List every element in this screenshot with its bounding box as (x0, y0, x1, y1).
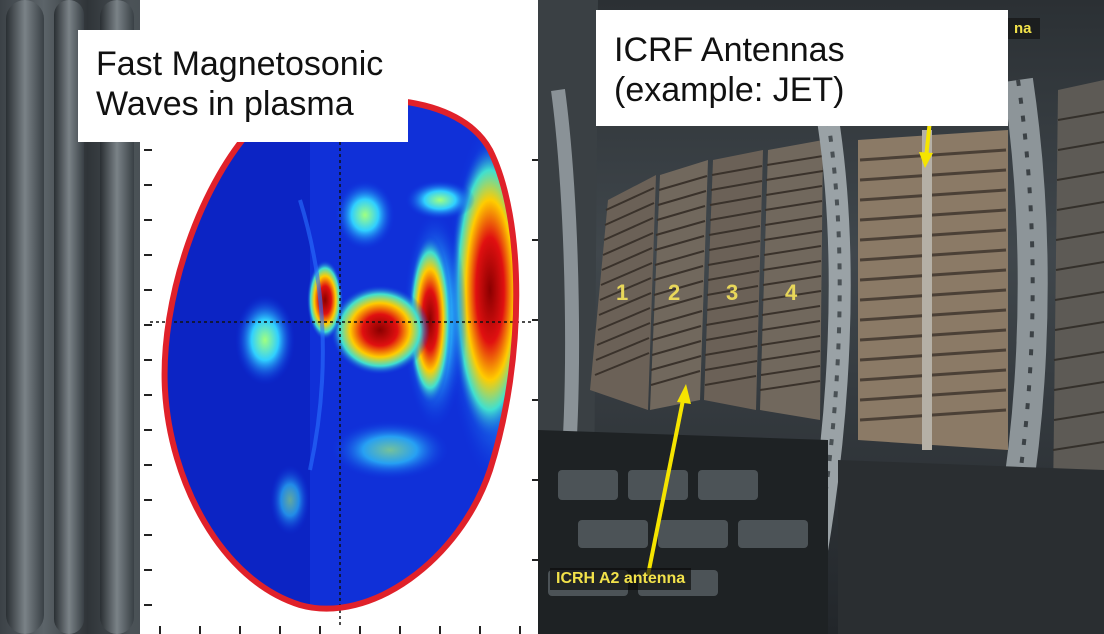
antenna-strap-4 (759, 140, 824, 420)
antenna-strap-2 (650, 160, 708, 410)
antenna-number-3: 3 (726, 280, 739, 305)
antenna-number-4: 4 (785, 280, 798, 305)
corner-pointer-arrow (919, 119, 933, 168)
left-title-box: Fast Magnetosonic Waves in plasma (78, 30, 408, 142)
corner-antenna-label: na (1006, 18, 1040, 39)
antenna-number-2: 2 (668, 280, 681, 305)
antenna-strap-1 (590, 175, 656, 410)
right-title-box: ICRF Antennas (example: JET) (596, 10, 1008, 126)
antenna-strap-3 (704, 150, 763, 410)
antenna-right-panel (858, 130, 1008, 450)
vessel-rib (6, 0, 44, 634)
antenna-pointer-arrow (646, 384, 691, 576)
icrh-a2-antenna-label: ICRH A2 antenna (550, 568, 692, 590)
right-title: ICRF Antennas (example: JET) (614, 31, 845, 109)
antenna-number-1: 1 (616, 280, 629, 305)
left-title: Fast Magnetosonic Waves in plasma (96, 45, 384, 123)
plasma-boundary (161, 96, 520, 612)
wave-field-svg (144, 96, 540, 634)
antenna-photo-svg (538, 0, 1104, 634)
